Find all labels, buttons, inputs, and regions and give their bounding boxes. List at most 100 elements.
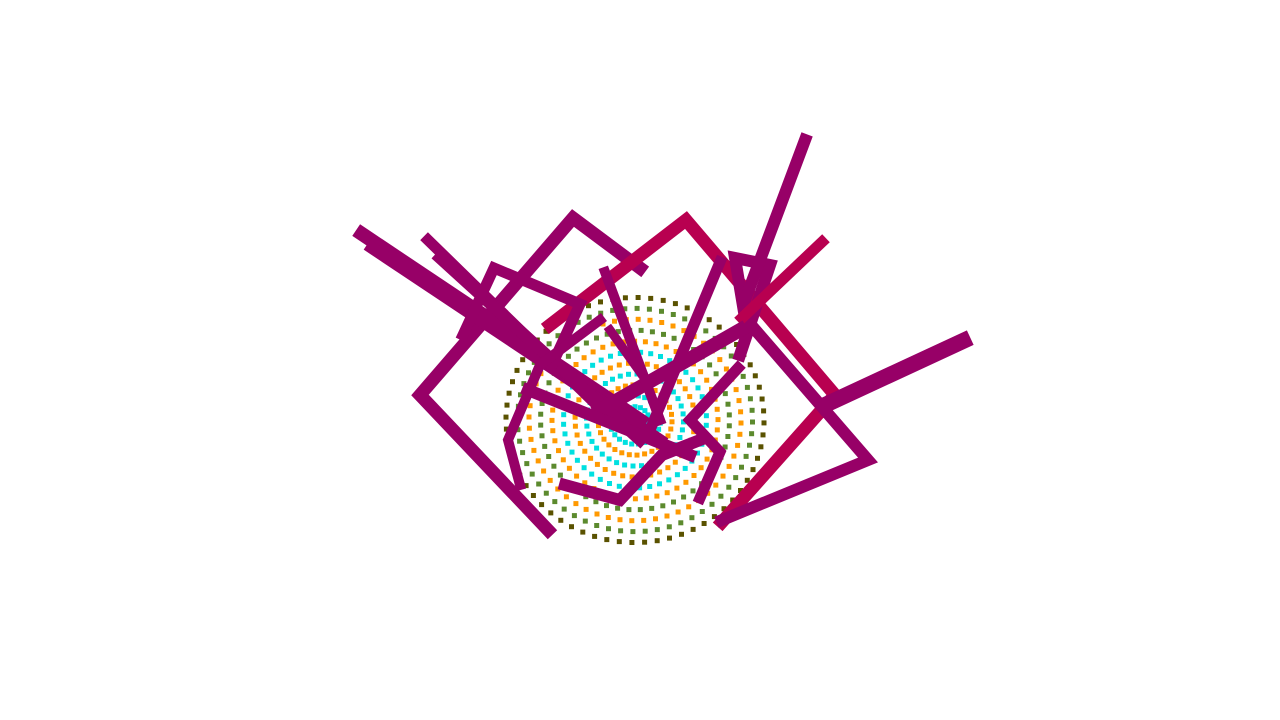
ring-dot bbox=[549, 417, 555, 423]
ring-dot bbox=[594, 523, 600, 528]
ring-dot bbox=[657, 481, 662, 487]
ring-dot bbox=[565, 440, 571, 446]
ring-dot bbox=[576, 397, 582, 403]
ring-dot bbox=[639, 463, 644, 469]
ring-dot bbox=[711, 514, 717, 520]
ring-dot bbox=[615, 505, 621, 511]
ring-dot bbox=[663, 344, 669, 350]
ring-dot bbox=[641, 517, 647, 523]
ring-dot bbox=[645, 412, 651, 418]
ring-dot bbox=[616, 539, 622, 545]
ring-dot bbox=[531, 447, 537, 453]
ring-dot bbox=[561, 421, 567, 427]
ring-dot bbox=[610, 376, 615, 382]
ring-dot bbox=[680, 411, 686, 417]
ring-dot bbox=[652, 388, 658, 393]
ring-dot bbox=[503, 426, 509, 432]
ring-dot bbox=[747, 362, 753, 368]
ring-dot bbox=[503, 414, 509, 420]
ring-dot bbox=[744, 477, 750, 483]
ring-dot bbox=[561, 412, 567, 418]
ring-dot bbox=[679, 427, 685, 433]
ring-dot bbox=[622, 295, 628, 301]
ring-dot bbox=[750, 467, 756, 473]
ring-dot bbox=[622, 462, 628, 468]
ring-dot bbox=[616, 483, 622, 489]
ring-dot bbox=[756, 384, 762, 390]
ring-dot bbox=[740, 373, 746, 379]
ring-dot bbox=[713, 371, 719, 377]
ring-dot bbox=[635, 316, 641, 322]
ring-dot bbox=[669, 419, 675, 425]
ring-dot bbox=[718, 493, 724, 499]
ring-dot bbox=[703, 328, 709, 334]
ring-dot bbox=[637, 507, 643, 513]
ring-dot bbox=[539, 433, 545, 439]
line-strokes bbox=[352, 132, 974, 540]
ring-dot bbox=[528, 436, 534, 442]
ring-dot bbox=[691, 473, 697, 478]
ring-dot bbox=[649, 505, 655, 511]
ring-dot bbox=[604, 537, 610, 543]
ring-dot bbox=[720, 473, 726, 479]
ring-dot bbox=[605, 515, 611, 520]
ring-dot bbox=[626, 371, 631, 377]
ring-dot bbox=[632, 496, 638, 502]
ring-dot bbox=[654, 493, 660, 499]
ring-dot bbox=[577, 440, 583, 446]
ring-dot bbox=[703, 413, 709, 419]
ring-dot bbox=[575, 319, 581, 325]
ring-dot bbox=[610, 341, 616, 347]
ring-dot bbox=[612, 447, 618, 452]
ring-dot bbox=[738, 420, 744, 426]
ring-dot bbox=[590, 362, 596, 368]
ring-dot bbox=[610, 307, 616, 313]
bar-top-right bbox=[737, 132, 813, 308]
ring-dot bbox=[755, 455, 760, 461]
ring-dot bbox=[582, 480, 588, 486]
ring-dot bbox=[593, 499, 599, 505]
ring-dot bbox=[556, 448, 561, 454]
ring-dot bbox=[629, 474, 635, 480]
ring-dot bbox=[690, 377, 696, 383]
ring-dot bbox=[672, 301, 678, 307]
ring-dot bbox=[530, 493, 536, 498]
ring-dot bbox=[638, 349, 644, 355]
bar-lower-diag bbox=[520, 382, 698, 463]
ring-dot bbox=[687, 394, 693, 400]
ring-dot bbox=[583, 340, 589, 346]
ring-dot bbox=[582, 369, 588, 375]
ring-dot bbox=[642, 408, 648, 414]
ring-dot bbox=[518, 392, 523, 398]
ring-dot bbox=[738, 409, 744, 415]
ring-dot bbox=[659, 320, 665, 325]
ring-dot bbox=[535, 458, 541, 464]
ring-dot bbox=[736, 398, 742, 404]
ring-dot bbox=[616, 362, 622, 368]
ring-dot bbox=[589, 471, 595, 477]
ring-dot bbox=[730, 497, 736, 503]
ring-dot bbox=[552, 499, 558, 505]
ring-dot bbox=[673, 349, 679, 354]
ring-dot bbox=[583, 506, 589, 512]
ring-dot bbox=[592, 533, 598, 539]
ring-dot bbox=[637, 485, 643, 491]
ring-dot bbox=[506, 390, 512, 396]
ring-dot bbox=[569, 449, 575, 455]
ring-dot bbox=[653, 364, 659, 370]
ring-dot bbox=[514, 367, 520, 373]
ring-dot bbox=[674, 485, 680, 491]
ring-dot bbox=[526, 370, 531, 376]
ring-dot bbox=[733, 387, 739, 393]
ring-dot bbox=[749, 407, 755, 413]
ring-dot bbox=[679, 531, 684, 537]
ring-dot bbox=[558, 517, 564, 523]
ring-dot bbox=[699, 509, 705, 514]
ring-dot bbox=[546, 380, 552, 386]
ring-dot bbox=[646, 306, 652, 312]
ring-dot bbox=[761, 420, 767, 426]
small-box bbox=[455, 260, 588, 373]
ring-dot bbox=[561, 506, 567, 512]
ring-dot bbox=[667, 535, 672, 541]
ring-dot bbox=[547, 477, 553, 483]
